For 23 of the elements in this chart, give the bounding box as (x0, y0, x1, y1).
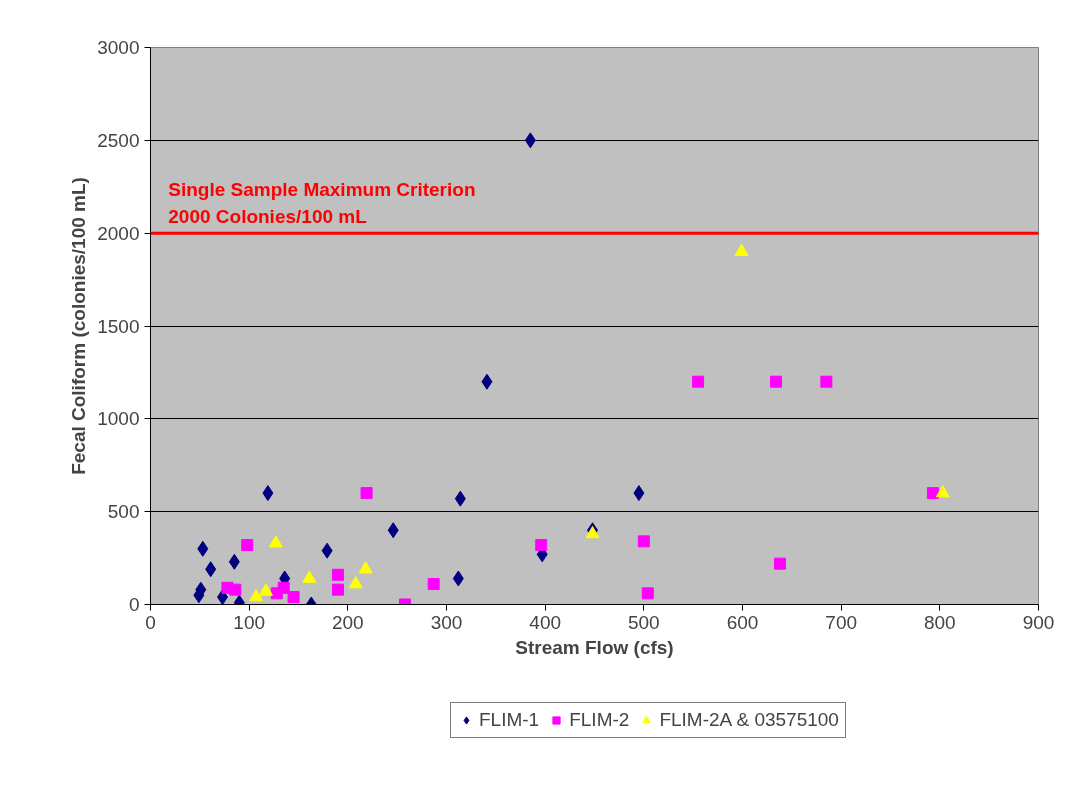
legend-label: FLIM-2 (569, 709, 630, 731)
x-tick-label: 800 (923, 611, 956, 633)
x-tick-label: 200 (331, 611, 364, 633)
x-tick-label: 700 (825, 611, 858, 633)
x-tick-label: 300 (430, 611, 463, 633)
y-tick-label: 1500 (97, 315, 140, 337)
x-tick-label: 0 (145, 611, 156, 633)
x-axis-title: Stream Flow (cfs) (515, 636, 674, 658)
x-tick-label: 600 (726, 611, 759, 633)
x-tick-label: 500 (627, 611, 660, 633)
x-tick-label: 400 (529, 611, 562, 633)
x-tick-label: 900 (1022, 611, 1055, 633)
legend-label: FLIM-2A & 03575100 (659, 709, 839, 731)
y-tick-label: 0 (128, 594, 140, 615)
ref-line-label: Single Sample Maximum Criterion 2000 Colonies/100 mL (168, 179, 476, 228)
y-tick-label: 500 (107, 501, 140, 523)
y-tick-label: 3000 (97, 37, 140, 58)
y-axis-title: Fecal Coliform (colonies/100 mL) (68, 177, 90, 475)
legend-label: FLIM-1 (479, 709, 540, 731)
y-tick-label: 2000 (97, 222, 140, 244)
y-tick-label: 1000 (97, 408, 140, 430)
y-tick-label: 2500 (97, 129, 140, 151)
x-tick-label: 100 (233, 611, 266, 633)
